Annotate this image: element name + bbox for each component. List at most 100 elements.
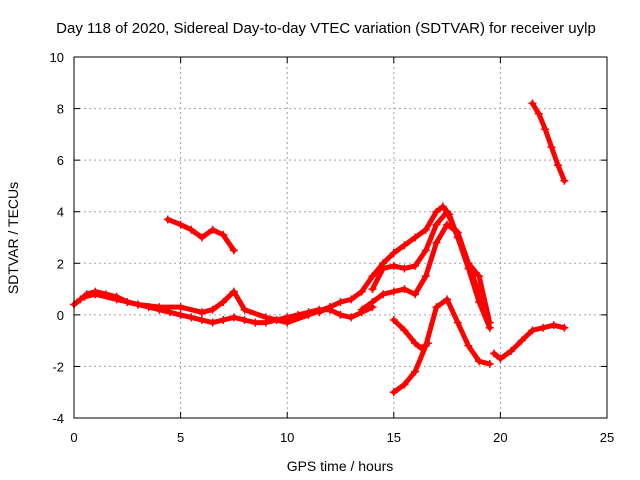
data-point [176, 310, 185, 319]
series-track-2 [80, 287, 334, 327]
data-point [507, 346, 516, 355]
data-point [549, 321, 558, 330]
data-point [336, 297, 345, 306]
data-point [389, 388, 398, 397]
data-point [421, 246, 430, 255]
data-point [379, 290, 388, 299]
data-point [176, 303, 185, 312]
data-point [453, 233, 462, 242]
data-point [229, 287, 238, 296]
data-point [163, 215, 172, 224]
data-point [432, 220, 441, 229]
data-point [208, 225, 217, 234]
series-track-10 [528, 99, 569, 185]
data-point [534, 109, 543, 118]
series-track-7 [389, 295, 494, 397]
x-tick-label: 10 [280, 430, 294, 445]
data-point [539, 323, 548, 332]
data-point [411, 367, 420, 376]
data-point [76, 295, 85, 304]
data-point [379, 264, 388, 273]
data-point [304, 310, 313, 319]
data-point [368, 297, 377, 306]
data-series [70, 99, 569, 397]
data-point [528, 326, 537, 335]
data-point [389, 261, 398, 270]
data-point [325, 303, 334, 312]
data-point [464, 341, 473, 350]
series-track-3 [163, 215, 238, 255]
x-tick-label: 25 [600, 430, 614, 445]
y-tick-label: 2 [57, 256, 64, 271]
data-point [176, 220, 185, 229]
data-point [411, 233, 420, 242]
y-tick-label: -2 [52, 359, 64, 374]
series-track-8 [389, 316, 432, 353]
series-trail [391, 296, 493, 395]
data-point [475, 272, 484, 281]
data-point [283, 318, 292, 327]
plot-frame [73, 56, 608, 419]
y-axis-label: SDTVAR / TECUs [5, 182, 21, 294]
data-point [240, 305, 249, 314]
data-point [165, 308, 174, 317]
data-point [368, 272, 377, 281]
data-point [423, 339, 432, 348]
data-point [315, 308, 324, 317]
data-point [208, 305, 217, 314]
y-tick-label: 6 [57, 153, 64, 168]
data-point [400, 264, 409, 273]
data-point [400, 380, 409, 389]
data-point [229, 246, 238, 255]
data-point [438, 202, 447, 211]
data-point [112, 295, 121, 304]
data-point [464, 259, 473, 268]
data-point [400, 241, 409, 250]
series-track-9 [490, 321, 569, 363]
data-point [187, 225, 196, 234]
data-point [421, 272, 430, 281]
data-point [208, 318, 217, 327]
data-point [155, 303, 164, 312]
data-point [417, 344, 426, 353]
data-point [517, 336, 526, 345]
data-point [261, 313, 270, 322]
data-point [496, 354, 505, 363]
data-point [80, 292, 89, 301]
y-tick-label: 10 [50, 50, 64, 65]
data-point [475, 357, 484, 366]
data-point [133, 300, 142, 309]
data-point [368, 285, 377, 294]
data-point [443, 295, 452, 304]
data-point [389, 248, 398, 257]
x-tick-label: 15 [387, 430, 401, 445]
series-trail [529, 100, 567, 184]
data-point [411, 290, 420, 299]
data-point [432, 303, 441, 312]
data-point [421, 225, 430, 234]
data-point [547, 143, 556, 152]
data-point [389, 287, 398, 296]
x-tick-label: 20 [493, 430, 507, 445]
data-point [219, 316, 228, 325]
data-point [553, 161, 562, 170]
data-point [91, 290, 100, 299]
data-point [528, 99, 537, 108]
y-tick-label: 8 [57, 102, 64, 117]
x-tick-label: 0 [70, 430, 77, 445]
x-tick-label: 5 [177, 430, 184, 445]
data-point [485, 359, 494, 368]
data-point [240, 316, 249, 325]
data-point [560, 176, 569, 185]
data-point [453, 318, 462, 327]
data-point [400, 285, 409, 294]
data-point [336, 310, 345, 319]
data-point [411, 339, 420, 348]
data-point [443, 207, 452, 216]
data-point [560, 323, 569, 332]
data-point [490, 349, 499, 358]
data-point [389, 316, 398, 325]
data-point [197, 316, 206, 325]
